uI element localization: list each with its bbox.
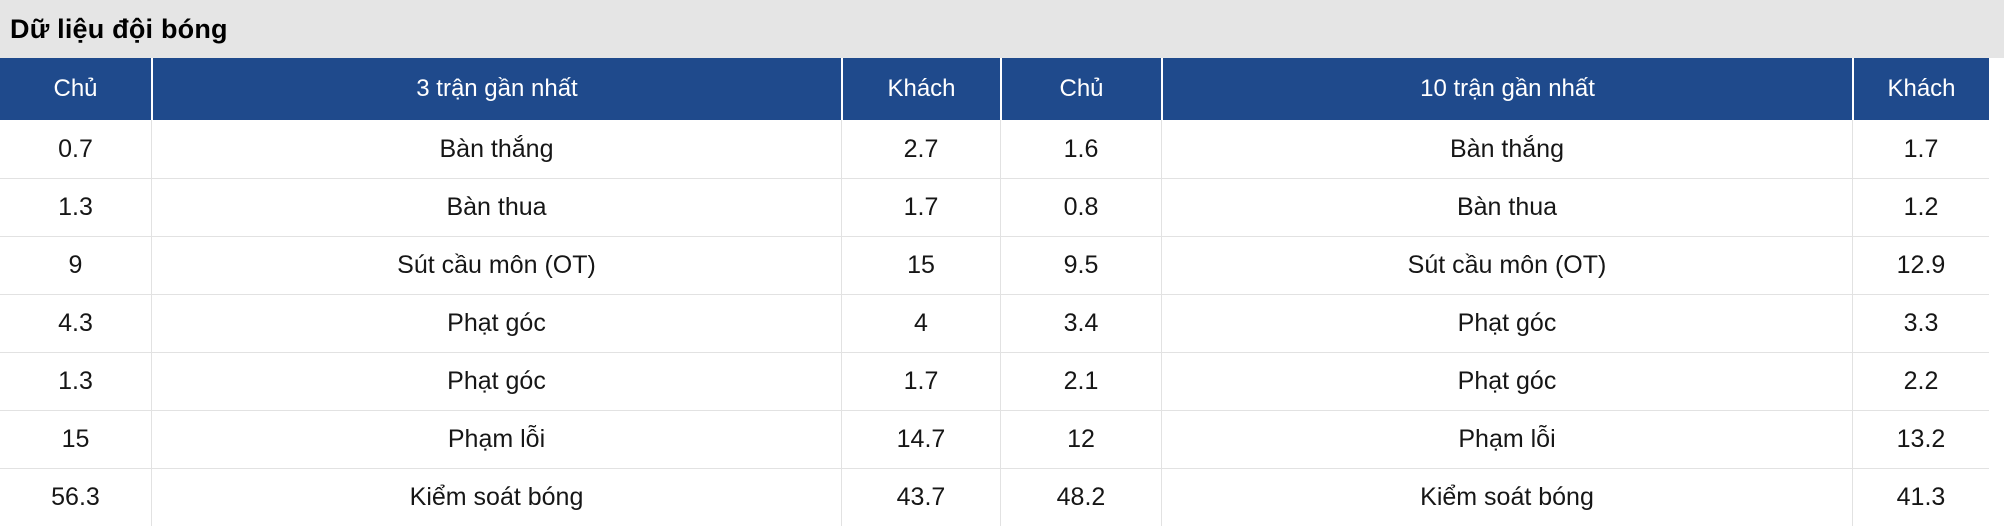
cell-stat-last10: Bàn thua bbox=[1161, 179, 1852, 236]
cell-home-last10: 1.6 bbox=[1000, 120, 1161, 178]
cell-stat-last3: Phạm lỗi bbox=[151, 411, 841, 468]
table-body: 0.7 Bàn thắng 2.7 1.6 Bàn thắng 1.7 1.3 Bàn thu… bbox=[0, 120, 1989, 526]
cell-home-last3: 4.3 bbox=[58, 309, 93, 337]
column-header-home-last3: Chủ bbox=[53, 75, 98, 102]
cell-home-last3: 56.3 bbox=[51, 483, 100, 511]
cell-home-last10: 2.1 bbox=[1000, 353, 1161, 410]
table-row: 9 Sút cầu môn (OT) 15 9.5 Sút cầu môn (OT) 12… bbox=[0, 236, 1989, 294]
cell-stat-last3: Phạt góc bbox=[151, 353, 841, 410]
cell-away-last10: 3.3 bbox=[1852, 295, 1989, 352]
cell-stat-last10: Bàn thắng bbox=[1161, 120, 1852, 178]
cell-home-last3: 1.3 bbox=[58, 193, 93, 221]
cell-away-last3: 14.7 bbox=[841, 411, 1000, 468]
table-row: 56.3 Kiểm soát bóng 43.7 48.2 Kiểm soát bóng… bbox=[0, 468, 1989, 526]
cell-home-last10: 3.4 bbox=[1000, 295, 1161, 352]
cell-home-last3: 9 bbox=[68, 251, 83, 279]
cell-away-last10: 1.7 bbox=[1852, 120, 1989, 178]
cell-away-last3: 1.7 bbox=[841, 179, 1000, 236]
cell-stat-last3: Bàn thua bbox=[151, 179, 841, 236]
cell-away-last10: 12.9 bbox=[1852, 237, 1989, 294]
cell-away-last3: 4 bbox=[841, 295, 1000, 352]
table-row: 0.7 Bàn thắng 2.7 1.6 Bàn thắng 1.7 bbox=[0, 120, 1989, 178]
cell-home-last3: 15 bbox=[61, 425, 90, 453]
cell-home-last10: 9.5 bbox=[1000, 237, 1161, 294]
cell-home-last3: 0.7 bbox=[58, 134, 93, 163]
cell-home-last10: 12 bbox=[1000, 411, 1161, 468]
team-stats-table: Chủ 3 trận gần nhất Khách Chủ 10 trận gần nh… bbox=[0, 58, 1989, 526]
cell-away-last3: 15 bbox=[841, 237, 1000, 294]
table-header-row: Chủ 3 trận gần nhất Khách Chủ 10 trận gần nh… bbox=[0, 58, 1989, 120]
column-header-stat-last10: 10 trận gần nhất bbox=[1161, 58, 1852, 120]
cell-stat-last10: Phạm lỗi bbox=[1161, 411, 1852, 468]
column-header-stat-last3: 3 trận gần nhất bbox=[151, 58, 841, 120]
cell-away-last10: 2.2 bbox=[1852, 353, 1989, 410]
column-header-home-last10: Chủ bbox=[1000, 58, 1161, 120]
cell-home-last3: 1.3 bbox=[58, 367, 93, 395]
cell-away-last3: 2.7 bbox=[841, 120, 1000, 178]
cell-stat-last3: Bàn thắng bbox=[151, 120, 841, 178]
cell-stat-last10: Phạt góc bbox=[1161, 353, 1852, 410]
cell-stat-last10: Kiểm soát bóng bbox=[1161, 469, 1852, 526]
cell-home-last10: 0.8 bbox=[1000, 179, 1161, 236]
cell-stat-last10: Sút cầu môn (OT) bbox=[1161, 237, 1852, 294]
cell-away-last10: 13.2 bbox=[1852, 411, 1989, 468]
cell-stat-last3: Phạt góc bbox=[151, 295, 841, 352]
panel-title: Dữ liệu đội bóng bbox=[10, 13, 228, 44]
cell-away-last3: 43.7 bbox=[841, 469, 1000, 526]
column-header-away-last10: Khách bbox=[1852, 58, 1989, 120]
table-row: 1.3 Bàn thua 1.7 0.8 Bàn thua 1.2 bbox=[0, 178, 1989, 236]
panel-title-band: Dữ liệu đội bóng bbox=[0, 0, 2004, 58]
cell-away-last3: 1.7 bbox=[841, 353, 1000, 410]
cell-stat-last10: Phạt góc bbox=[1161, 295, 1852, 352]
table-row: 15 Phạm lỗi 14.7 12 Phạm lỗi 13.2 bbox=[0, 410, 1989, 468]
cell-stat-last3: Sút cầu môn (OT) bbox=[151, 237, 841, 294]
table-row: 1.3 Phạt góc 1.7 2.1 Phạt góc 2.2 bbox=[0, 352, 1989, 410]
table-row: 4.3 Phạt góc 4 3.4 Phạt góc 3.3 bbox=[0, 294, 1989, 352]
cell-away-last10: 41.3 bbox=[1852, 469, 1989, 526]
cell-away-last10: 1.2 bbox=[1852, 179, 1989, 236]
cell-home-last10: 48.2 bbox=[1000, 469, 1161, 526]
cell-stat-last3: Kiểm soát bóng bbox=[151, 469, 841, 526]
column-header-away-last3: Khách bbox=[841, 58, 1000, 120]
